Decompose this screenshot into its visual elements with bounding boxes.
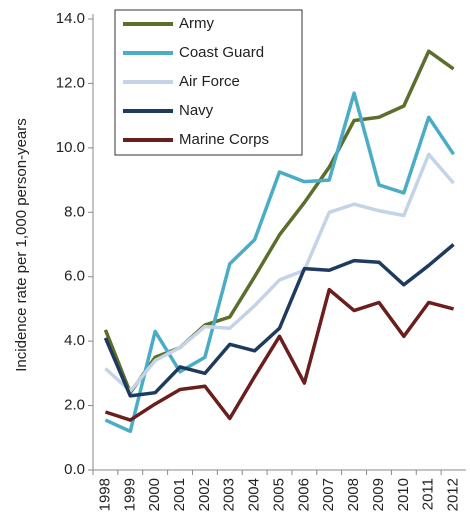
x-tick-label: 2008 <box>345 478 362 511</box>
y-tick-label: 10.0 <box>56 139 85 156</box>
legend-label: Navy <box>179 102 214 119</box>
x-tick-label: 2005 <box>270 478 287 511</box>
x-tick-label: 2011 <box>420 478 437 510</box>
x-tick-label: 2006 <box>295 478 312 511</box>
x-tick-label: 2010 <box>395 478 412 511</box>
x-tick-label: 2002 <box>196 478 213 511</box>
legend-label: Coast Guard <box>179 44 264 61</box>
y-tick-label: 6.0 <box>64 268 85 285</box>
series-line <box>104 91 456 434</box>
series-line <box>104 287 455 422</box>
y-tick-label: 0.0 <box>64 461 85 478</box>
y-tick-label: 4.0 <box>64 332 85 349</box>
x-tick-label: 2003 <box>221 478 238 511</box>
y-tick-label: 8.0 <box>64 203 85 220</box>
x-tick-label: 1998 <box>96 478 113 511</box>
legend-label: Air Force <box>179 73 240 90</box>
y-tick-label: 14.0 <box>56 10 85 27</box>
y-tick-label: 2.0 <box>64 397 85 414</box>
x-tick-label: 2004 <box>246 478 263 511</box>
y-tick-label: 12.0 <box>56 74 85 91</box>
series-line <box>104 152 455 393</box>
series-line <box>103 49 455 395</box>
x-tick-label: 2007 <box>320 478 337 511</box>
x-tick-label: 2012 <box>445 478 462 511</box>
x-tick-label: 2000 <box>146 478 163 511</box>
y-axis-label: Incidence rate per 1,000 person-years <box>13 118 30 371</box>
x-tick-label: 1999 <box>121 478 138 511</box>
x-tick-label: 2009 <box>370 478 387 511</box>
x-tick-label: 2001 <box>171 478 188 511</box>
series-line <box>103 243 455 398</box>
legend-label: Army <box>179 15 214 32</box>
legend-label: Marine Corps <box>179 131 269 148</box>
